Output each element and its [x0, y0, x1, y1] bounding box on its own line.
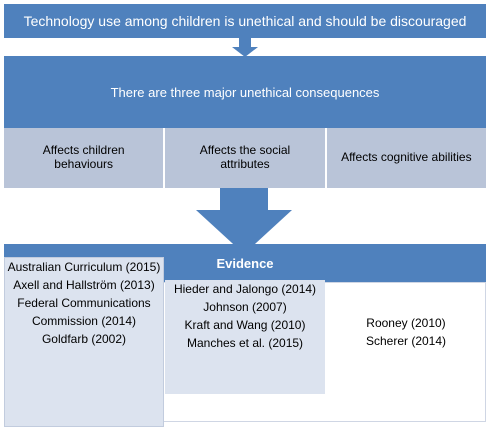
evidence-item: Rooney (2010) [366, 316, 446, 330]
evidence-item: Kraft and Wang (2010) [184, 318, 306, 332]
evidence-item: Australian Curriculum (2015) [7, 260, 161, 274]
evidence-item: Scherer (2014) [365, 334, 447, 348]
consequence-behaviours: Affects children behaviours [4, 128, 166, 188]
consequence-cognitive: Affects cognitive abilities [341, 150, 472, 165]
evidence-item: Hieder and Jalongo (2014) [173, 282, 317, 296]
consequence-social: Affects the social attributes [165, 128, 327, 188]
large-down-arrow-icon [196, 188, 292, 254]
diagram-title: Technology use among children is unethic… [4, 4, 486, 38]
consequences-list: Affects children behaviours Affects the … [4, 128, 486, 188]
evidence-column-2: Hieder and Jalongo (2014) Johnson (2007)… [165, 280, 325, 394]
evidence-column-1: Australian Curriculum (2015) Axell and H… [4, 257, 164, 427]
evidence-item: Federal Communications Commission (2014) [17, 296, 151, 328]
evidence-column-3: Rooney (2010) Scherer (2014) [326, 314, 486, 382]
evidence-item: Johnson (2007) [203, 300, 287, 314]
evidence-item: Axell and Hallström (2013) [13, 278, 155, 292]
down-arrow-icon [232, 38, 258, 57]
evidence-item: Goldfarb (2002) [41, 332, 127, 346]
consequences-heading: There are three major unethical conseque… [4, 56, 486, 128]
evidence-item: Manches et al. (2015) [186, 336, 304, 350]
